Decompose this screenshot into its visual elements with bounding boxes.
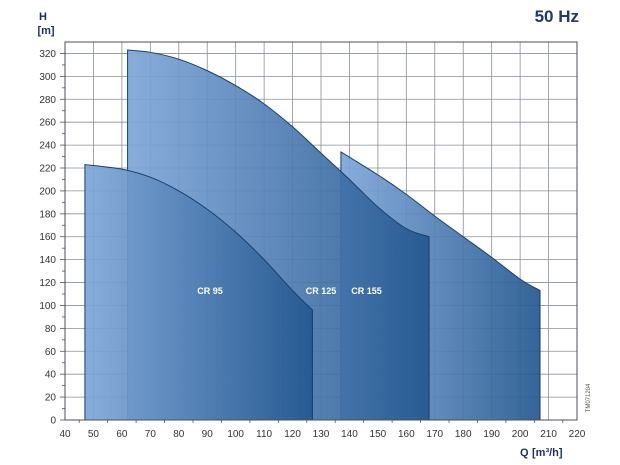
performance-areas [84, 49, 541, 421]
y-tick-label: 40 [45, 370, 57, 381]
region-label: CR 95 [197, 286, 223, 296]
x-tick-label: 200 [512, 429, 529, 440]
x-tick-label: 190 [483, 429, 500, 440]
y-tick-label: 300 [39, 72, 56, 83]
x-tick-label: 90 [202, 429, 214, 440]
y-tick-label: 140 [39, 255, 56, 266]
y-tick-label: 160 [39, 232, 56, 243]
performance-area [84, 163, 313, 421]
x-tick-label: 180 [455, 429, 472, 440]
y-tick-label: 80 [45, 324, 57, 335]
plot-border [64, 41, 578, 421]
x-tick-label: 130 [313, 429, 330, 440]
x-tick-label: 120 [284, 429, 301, 440]
tick-labels: 40 50 60 70 80 90 100 110 120 130 140 150 160 170 180 1… [39, 49, 585, 440]
x-tick-label: 100 [227, 429, 244, 440]
y-tick-label: 280 [39, 95, 56, 106]
region-label: CR 125 [306, 286, 337, 296]
x-tick-label: 70 [145, 429, 157, 440]
y-tick-label: 60 [45, 347, 57, 358]
y-tick-label: 100 [39, 301, 56, 312]
x-tick-label: 50 [88, 429, 100, 440]
y-tick-label: 120 [39, 278, 56, 289]
y-tick-label: 240 [39, 141, 56, 152]
y-tick-label: 200 [39, 186, 56, 197]
y-tick-label: 320 [39, 49, 56, 60]
y-tick-label: 0 [50, 416, 56, 427]
plot-frame [60, 41, 578, 423]
x-tick-label: 110 [256, 429, 272, 440]
x-tick-label: 60 [116, 429, 128, 440]
x-axis-unit: [m³/h] [532, 447, 563, 459]
y-axis-title: H [39, 11, 47, 23]
x-tick-label: 170 [426, 429, 443, 440]
y-axis-unit: [m] [37, 25, 54, 37]
x-tick-label: 40 [59, 429, 71, 440]
y-tick-label: 180 [39, 209, 56, 220]
y-tick-label: 220 [39, 164, 56, 175]
region-label: CR 155 [351, 286, 382, 296]
x-tick-label: 150 [370, 429, 387, 440]
x-tick-label: 210 [540, 429, 557, 440]
x-tick-label: 80 [173, 429, 185, 440]
x-axis-title: Q [520, 447, 529, 459]
region-labels: CR 155 CR 125 CR 95 [197, 286, 381, 296]
x-tick-label: 140 [341, 429, 358, 440]
y-tick-label: 20 [45, 393, 57, 404]
x-tick-label: 160 [398, 429, 415, 440]
x-tick-label: 220 [569, 429, 586, 440]
frequency-label: 50 Hz [535, 7, 579, 26]
y-tick-label: 260 [39, 118, 56, 129]
drawing-code: TM071204 [586, 383, 592, 412]
